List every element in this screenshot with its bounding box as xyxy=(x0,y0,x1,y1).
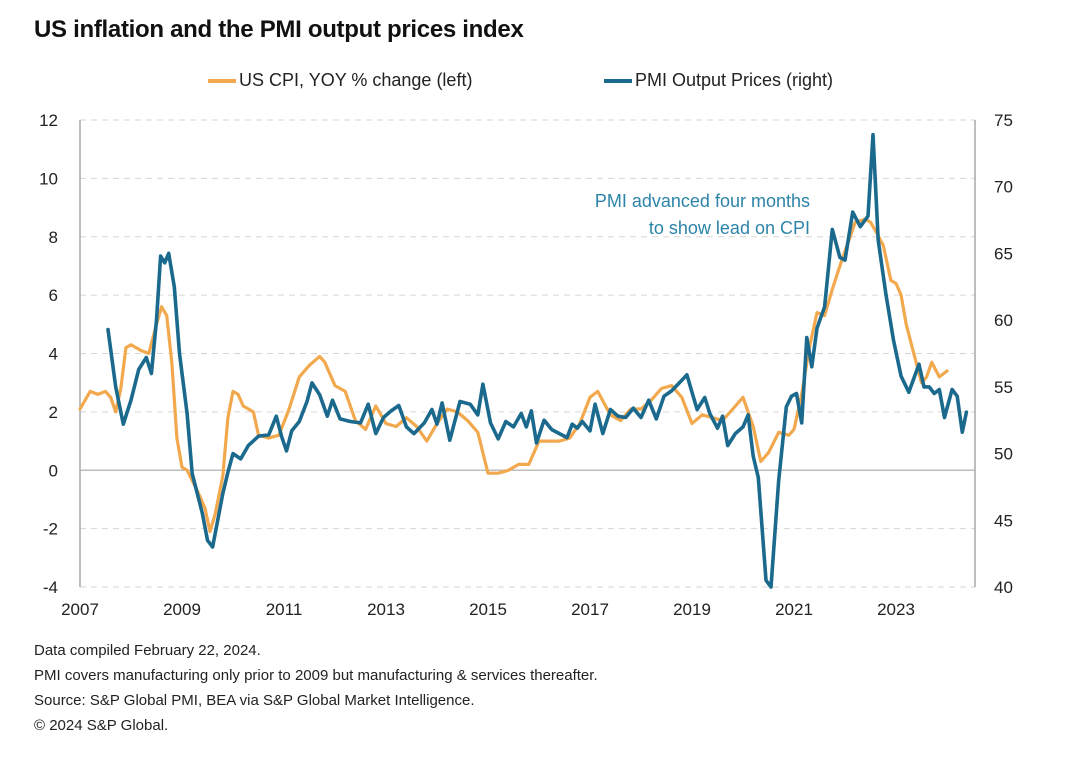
legend: US CPI, YOY % change (left) PMI Output P… xyxy=(0,70,1068,96)
left-tick-label: 2 xyxy=(49,403,58,422)
x-tick-label: 2023 xyxy=(877,600,915,619)
left-axis-ticks: 12 10 8 6 4 2 0 -2 -4 xyxy=(39,111,58,597)
footnote-copyright: © 2024 S&P Global. xyxy=(34,717,169,734)
x-tick-label: 2009 xyxy=(163,600,201,619)
series-line-cpi xyxy=(78,217,949,534)
x-tick-label: 2017 xyxy=(571,600,609,619)
footnotes: Data compiled February 22, 2024. PMI cov… xyxy=(34,638,598,738)
right-tick-label: 55 xyxy=(994,378,1013,397)
right-tick-label: 70 xyxy=(994,178,1013,197)
left-tick-label: 10 xyxy=(39,169,58,188)
legend-label-cpi: US CPI, YOY % change (left) xyxy=(239,70,473,90)
footnote-coverage: PMI covers manufacturing only prior to 2… xyxy=(34,667,598,684)
annotation-line-1: PMI advanced four months xyxy=(595,191,810,211)
series-line-pmi xyxy=(106,132,969,589)
left-tick-label: 12 xyxy=(39,111,58,130)
left-tick-label: 4 xyxy=(49,345,58,364)
right-tick-label: 65 xyxy=(994,244,1013,263)
annotation: PMI advanced four months to show lead on… xyxy=(595,191,810,238)
x-axis-ticks: 2007 2009 2011 2013 2015 2017 2019 2021 2023 xyxy=(61,600,915,619)
x-tick-label: 2015 xyxy=(469,600,507,619)
left-tick-label: 0 xyxy=(49,461,58,480)
right-axis-ticks: 75 70 65 60 55 50 45 40 xyxy=(994,111,1013,597)
legend-swatch-cpi xyxy=(208,78,236,83)
x-tick-label: 2011 xyxy=(266,600,303,619)
axes xyxy=(79,120,976,587)
chart-title: US inflation and the PMI output prices i… xyxy=(34,16,524,43)
x-tick-label: 2019 xyxy=(673,600,711,619)
legend-swatch-pmi xyxy=(604,78,632,83)
footnote-date: Data compiled February 22, 2024. xyxy=(34,642,261,659)
legend-item-pmi: PMI Output Prices (right) xyxy=(604,70,833,91)
legend-label-pmi: PMI Output Prices (right) xyxy=(635,70,834,90)
right-tick-label: 40 xyxy=(994,578,1013,597)
x-tick-label: 2013 xyxy=(367,600,405,619)
x-tick-label: 2021 xyxy=(775,600,813,619)
left-tick-label: -4 xyxy=(43,578,58,597)
right-tick-label: 60 xyxy=(994,311,1013,330)
right-tick-label: 45 xyxy=(994,511,1013,530)
legend-item-cpi: US CPI, YOY % change (left) xyxy=(208,70,472,91)
left-tick-label: 6 xyxy=(49,286,58,305)
annotation-line-2: to show lead on CPI xyxy=(649,218,810,238)
right-tick-label: 50 xyxy=(994,445,1013,464)
series-lines xyxy=(78,132,969,589)
left-tick-label: 8 xyxy=(49,228,58,247)
left-tick-label: -2 xyxy=(43,520,58,539)
x-tick-label: 2007 xyxy=(61,600,99,619)
right-tick-label: 75 xyxy=(994,111,1013,130)
footnote-source: Source: S&P Global PMI, BEA via S&P Glob… xyxy=(34,692,475,709)
